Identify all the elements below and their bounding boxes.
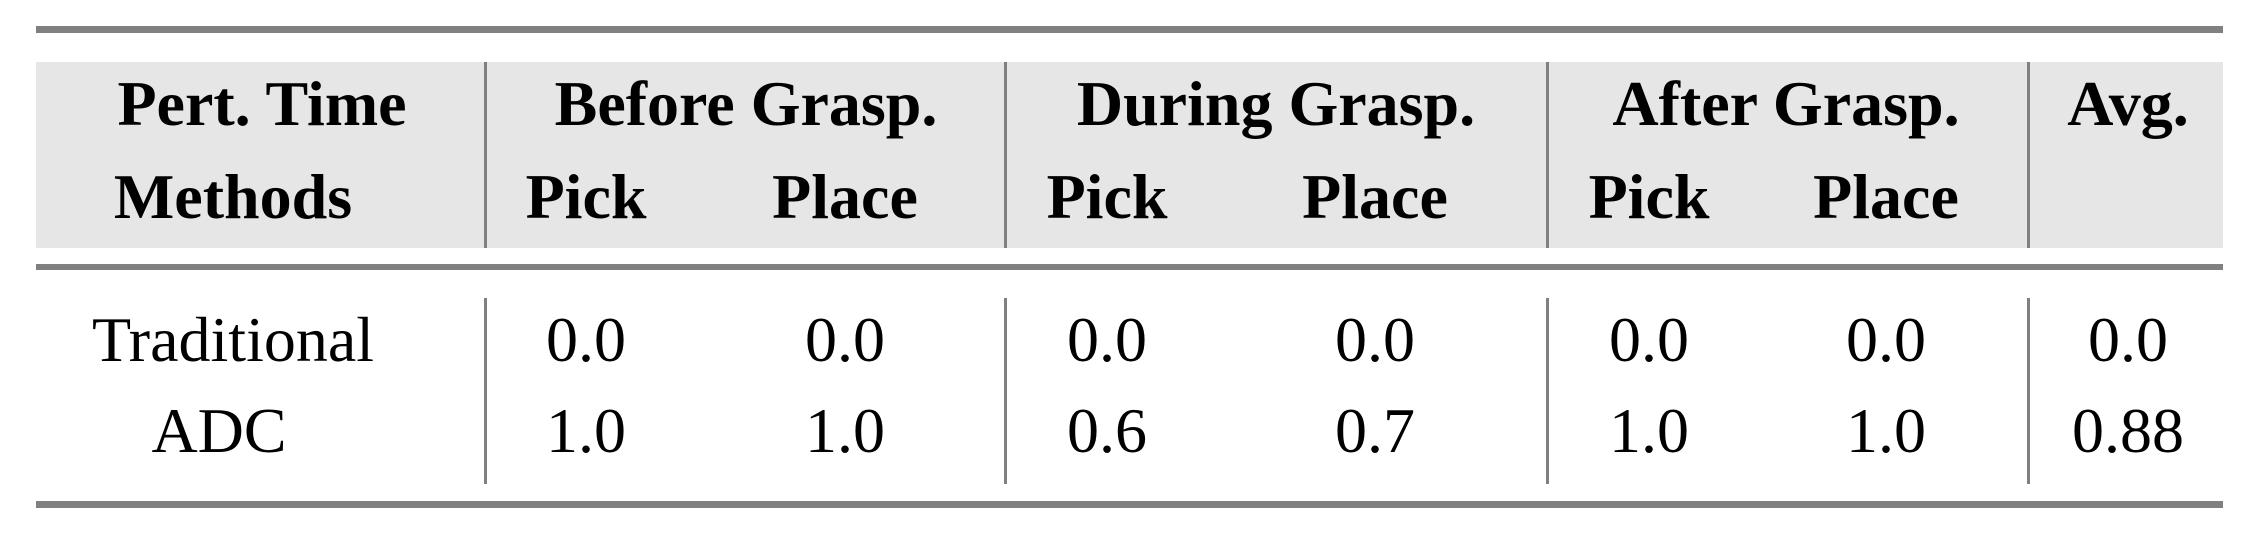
column-divider: [1004, 62, 1007, 248]
header-during-pick: Pick: [1046, 161, 1168, 232]
cell-value: 1.0: [805, 395, 885, 466]
column-divider: [2027, 62, 2030, 248]
header-after-pick: Pick: [1588, 161, 1710, 232]
header-before-grasp: Before Grasp.: [554, 68, 938, 139]
cell-value: 0.6: [1067, 395, 1147, 466]
column-divider: [1004, 298, 1007, 484]
cell-value: 1.0: [1609, 395, 1689, 466]
cell-value: 0.0: [546, 304, 626, 375]
mid-rule: [36, 264, 2223, 270]
column-divider: [484, 62, 487, 248]
header-during-grasp: During Grasp.: [1076, 68, 1476, 139]
column-divider: [1546, 298, 1549, 484]
cell-value: 0.0: [1609, 304, 1689, 375]
cell-avg: 0.0: [2088, 304, 2168, 375]
cell-value: 0.0: [1335, 304, 1415, 375]
method-name: Traditional: [91, 304, 375, 375]
cell-value: 0.0: [805, 304, 885, 375]
header-background: [36, 62, 2223, 248]
header-after-grasp: After Grasp.: [1612, 68, 1960, 139]
column-divider: [1546, 62, 1549, 248]
header-during-place: Place: [1302, 161, 1448, 232]
header-methods: Methods: [113, 161, 353, 232]
cell-value: 0.0: [1846, 304, 1926, 375]
cell-avg: 0.88: [2072, 395, 2184, 466]
header-before-place: Place: [772, 161, 918, 232]
cell-value: 1.0: [546, 395, 626, 466]
column-divider: [2027, 298, 2030, 484]
header-pert-time: Pert. Time: [117, 68, 407, 139]
bottom-rule: [36, 501, 2223, 508]
cell-value: 1.0: [1846, 395, 1926, 466]
method-name: ADC: [151, 395, 287, 466]
top-rule: [36, 26, 2223, 33]
cell-value: 0.0: [1067, 304, 1147, 375]
column-divider: [484, 298, 487, 484]
header-before-pick: Pick: [525, 161, 647, 232]
header-after-place: Place: [1813, 161, 1959, 232]
header-avg: Avg.: [2067, 68, 2189, 139]
cell-value: 0.7: [1335, 395, 1415, 466]
